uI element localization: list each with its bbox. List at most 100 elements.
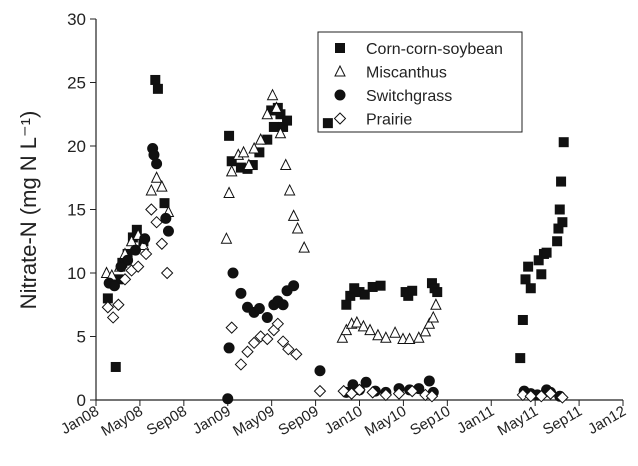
data-point (235, 287, 247, 299)
data-point (270, 101, 283, 113)
data-point (341, 299, 352, 310)
x-tick-label: Sep10 (407, 403, 453, 439)
data-point (274, 126, 287, 139)
data-point (150, 171, 163, 183)
x-tick-label: Jan09 (190, 403, 234, 438)
data-point (336, 331, 349, 343)
data-point (159, 198, 170, 209)
x-tick-label: May11 (495, 403, 542, 440)
legend-label: Corn-corn-soybean (366, 41, 503, 58)
data-point (556, 176, 567, 187)
data-point (291, 221, 304, 234)
data-point (160, 212, 172, 224)
data-point (130, 244, 142, 256)
legend-label: Prairie (366, 112, 412, 129)
data-point (139, 233, 151, 245)
data-point (152, 83, 163, 94)
data-point (351, 315, 363, 328)
data-point (427, 310, 440, 323)
data-point (535, 389, 548, 403)
data-point (389, 326, 401, 338)
data-point (287, 209, 300, 221)
data-point (282, 342, 295, 356)
data-point (372, 328, 384, 341)
data-point (432, 287, 443, 298)
x-tick-label: May08 (98, 403, 145, 440)
data-point (430, 298, 442, 310)
y-tick-label: 10 (67, 264, 86, 283)
data-point (277, 299, 289, 311)
data-point (151, 158, 163, 170)
data-point (241, 345, 254, 358)
data-point (268, 121, 279, 132)
data-point (122, 254, 134, 266)
data-point (313, 384, 327, 398)
data-point (359, 289, 370, 300)
data-point (380, 331, 392, 343)
data-point (162, 225, 174, 237)
data-point (266, 88, 279, 101)
data-point (322, 118, 333, 129)
data-point (554, 204, 565, 215)
data-point (353, 383, 366, 397)
data-point (225, 164, 238, 177)
data-point (558, 137, 569, 148)
data-point (425, 389, 439, 403)
data-point (360, 376, 372, 388)
data-point (288, 280, 300, 292)
legend-symbol (334, 64, 346, 77)
data-point (101, 301, 115, 314)
data-point (224, 130, 235, 141)
data-point (276, 335, 290, 348)
data-point (314, 365, 326, 377)
legend-symbol (334, 89, 346, 101)
data-point (155, 237, 169, 250)
x-tick-label: Jan12 (585, 403, 629, 438)
legend-label: Switchgrass (366, 88, 452, 105)
y-axis-label: Nitrate-N (mg N L⁻¹) (16, 111, 41, 310)
data-point (412, 331, 425, 343)
legend-box (317, 31, 523, 133)
data-point (223, 186, 235, 198)
data-point (290, 348, 303, 361)
data-point (125, 234, 138, 247)
data-point (520, 274, 531, 285)
data-point (156, 180, 168, 192)
data-point (345, 387, 358, 400)
data-point (419, 324, 432, 337)
data-point (533, 255, 544, 266)
y-tick-label: 20 (67, 137, 86, 156)
data-point (254, 133, 267, 145)
data-point (115, 261, 127, 273)
data-point (298, 240, 310, 253)
data-point (222, 393, 234, 405)
data-point (279, 158, 292, 171)
x-tick-label: Sep11 (540, 403, 585, 439)
data-point (407, 285, 418, 296)
data-point (227, 267, 239, 279)
x-tick-label: Sep08 (144, 403, 190, 439)
data-point (392, 387, 406, 400)
y-tick-label: 30 (67, 10, 86, 29)
data-point (517, 314, 528, 325)
data-point (556, 391, 569, 404)
data-point (150, 74, 161, 85)
data-point (237, 145, 250, 158)
x-tick-label: May10 (362, 403, 409, 440)
data-point (544, 387, 557, 400)
y-tick-label: 0 (77, 391, 86, 410)
data-point (283, 183, 296, 196)
x-tick-label: May09 (230, 403, 277, 440)
data-point (405, 384, 419, 398)
data-point (145, 203, 158, 216)
data-point (223, 342, 235, 354)
data-point (379, 388, 393, 402)
data-point (110, 361, 121, 372)
data-point (261, 107, 274, 120)
data-point (403, 332, 416, 345)
data-point (524, 389, 537, 403)
data-point (118, 273, 132, 286)
data-point (145, 183, 158, 196)
data-point (261, 332, 274, 346)
